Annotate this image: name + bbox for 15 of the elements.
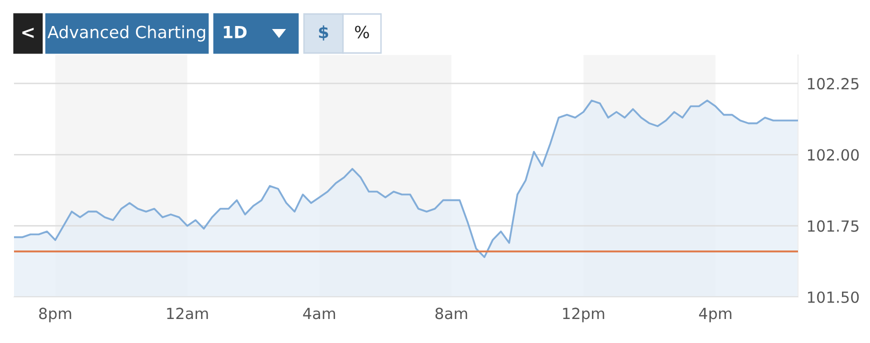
x-tick-label: 8am	[435, 308, 468, 320]
text: $	[319, 25, 328, 41]
y-tick-label: 102.25	[808, 78, 858, 90]
text: %	[355, 26, 369, 38]
text: <	[22, 28, 34, 38]
x-tick-label: 4am	[303, 308, 336, 320]
text: 1D	[224, 26, 247, 38]
text: Advanced Charting	[48, 25, 206, 42]
y-tick-label: 102.00	[808, 149, 859, 161]
x-tick-label: 12pm	[563, 308, 604, 322]
y-tick-label: 101.50	[808, 291, 859, 304]
x-tick-label: 12am	[167, 308, 208, 320]
x-tick-label: 4pm	[699, 308, 732, 322]
y-tick-label: 101.75	[808, 220, 858, 232]
x-tick-label: 8pm	[39, 308, 72, 322]
